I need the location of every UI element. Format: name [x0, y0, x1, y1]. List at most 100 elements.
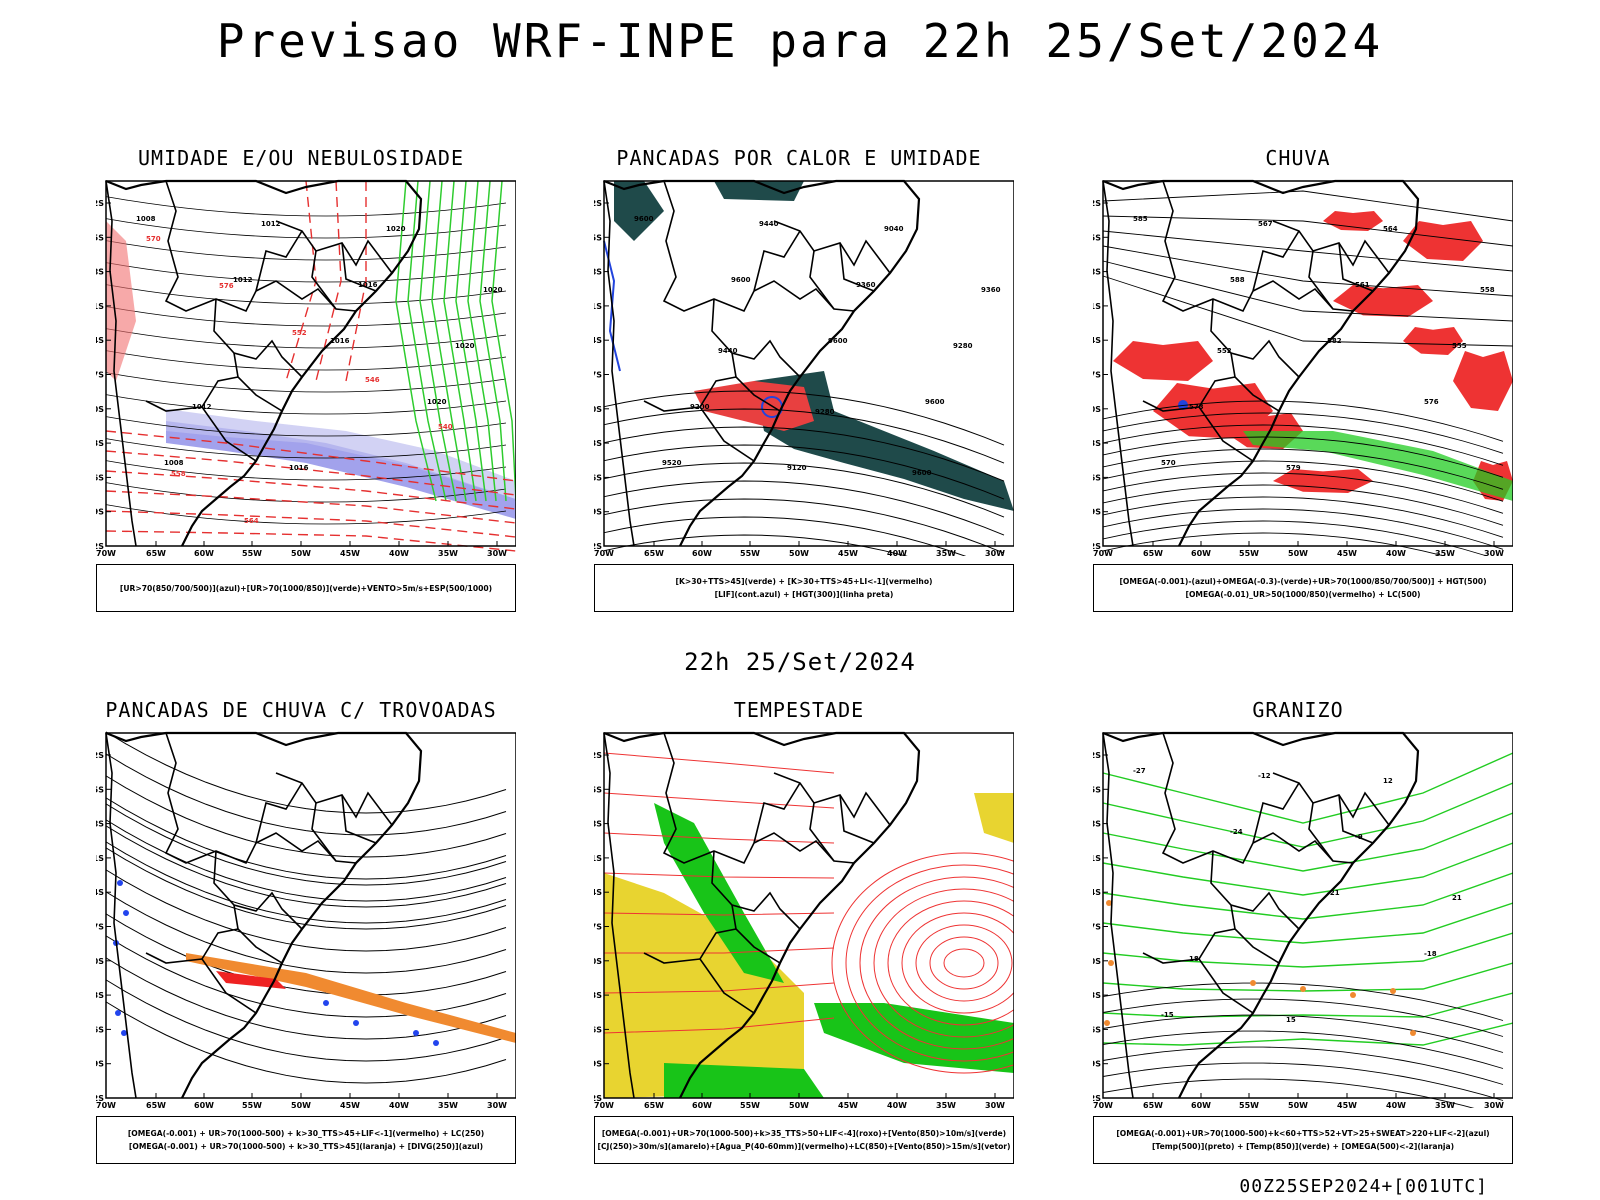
lon-tick-label: 60W: [692, 549, 712, 556]
legend-line: [K>30+TTS>45](verde) + [K>30+TTS>45+LI<-…: [675, 577, 933, 586]
pressure-isobar: [105, 394, 507, 415]
panel-legend: [OMEGA(-0.001)-(azul)+OMEGA(-0.3)-(verde…: [1093, 564, 1513, 612]
political-border: [311, 250, 337, 310]
lon-tick-label: 30W: [985, 549, 1005, 556]
omega-ur-area: [1113, 341, 1213, 381]
lat-tick-label: 42S: [1093, 542, 1101, 551]
lat-tick-label: 15S: [96, 785, 104, 794]
lat-tick-label: 42S: [594, 542, 602, 551]
lc850-streamline: [603, 1017, 835, 1034]
lon-tick-label: 55W: [242, 549, 262, 556]
contour-label: -12: [1258, 772, 1271, 780]
political-border: [711, 850, 801, 930]
contour-label: 9600: [912, 469, 932, 477]
map-frame: [1102, 732, 1513, 1099]
political-border: [753, 230, 801, 292]
hgt300-contour: [603, 498, 1005, 554]
lon-tick-label: 70W: [1093, 1101, 1113, 1108]
political-border: [255, 280, 357, 312]
political-border: [1308, 250, 1334, 310]
lat-tick-label: 12S: [1093, 751, 1101, 760]
panel-title: PANCADAS POR CALOR E UMIDADE: [616, 146, 982, 170]
temp850-contour: [1102, 842, 1513, 896]
political-border: [341, 794, 377, 844]
contour-label: 564: [244, 517, 259, 525]
lon-tick-label: 45W: [340, 549, 360, 556]
jet250-yellow-area: [604, 873, 804, 1098]
contour-label: 567: [1258, 220, 1273, 228]
contour-label: 546: [365, 376, 380, 384]
hgt500-contour: [1102, 275, 1513, 347]
lat-tick-label: 24S: [1093, 336, 1101, 345]
political-border: [753, 832, 855, 864]
contour-label: 9600: [925, 398, 945, 406]
lat-tick-label: 27S: [96, 371, 104, 380]
lon-tick-label: 55W: [740, 1101, 760, 1108]
panel-pancadas-calor: PANCADAS POR CALOR E UMIDADE 9600 9600 960…: [544, 146, 1054, 626]
hgt500-contour: [1102, 472, 1504, 514]
contour-label: 579: [1286, 464, 1301, 472]
hgt500-contour: [1102, 496, 1504, 538]
map-tempestade: 12S 15S 18S 21S 24S 27S 30S 33S 36S 39S 42S70W 65W 6…: [594, 731, 1014, 1108]
streamline-lc250: [105, 825, 507, 908]
lat-tick-label: 12S: [594, 751, 602, 760]
lon-tick-label: 45W: [838, 1101, 858, 1108]
contour-label: 9040: [884, 225, 904, 233]
lon-tick-label: 40W: [389, 1101, 409, 1108]
contour-label: 1020: [483, 286, 503, 294]
k-tts-area: [614, 181, 664, 241]
contour-label: 573: [1189, 403, 1204, 411]
lon-tick-label: 45W: [838, 549, 858, 556]
pressure-isobar: [105, 460, 507, 481]
map-frame: [603, 180, 1014, 547]
lon-tick-label: 50W: [291, 549, 311, 556]
lat-tick-label: 18S: [594, 268, 602, 277]
lat-tick-label: 42S: [1093, 1094, 1101, 1103]
lon-tick-label: 50W: [1288, 549, 1308, 556]
lat-tick-label: 36S: [1093, 473, 1101, 482]
lon-tick-label: 30W: [1484, 549, 1504, 556]
lon-tick-label: 60W: [1191, 1101, 1211, 1108]
omega500-orange-area: [1250, 980, 1256, 986]
hgt300-contour: [603, 462, 1005, 518]
pressure-isobar: [105, 262, 507, 283]
wind850-green-area: [654, 803, 784, 983]
omega500-orange-area: [1390, 988, 1396, 994]
lat-tick-label: 18S: [1093, 268, 1101, 277]
pressure-isobar: [105, 306, 507, 327]
panel-umidade: UMIDADE E/OU NEBULOSIDADE 1008 1012 1016 10…: [46, 146, 556, 626]
contour-label: 18: [1189, 955, 1199, 963]
lat-tick-label: 39S: [96, 1060, 104, 1069]
streamline-lc250: [105, 935, 507, 1018]
political-border: [1338, 794, 1374, 844]
political-border: [1210, 850, 1300, 930]
lat-tick-label: 33S: [594, 991, 602, 1000]
political-border: [145, 952, 203, 964]
valid-time-subtitle: 22h 25/Set/2024: [684, 648, 916, 676]
lon-tick-label: 30W: [985, 1101, 1005, 1108]
lon-tick-label: 65W: [146, 1101, 166, 1108]
coastline: [603, 179, 921, 547]
temp500-contour: [1102, 1014, 1504, 1053]
lat-tick-label: 24S: [594, 336, 602, 345]
lc850-streamline: [603, 982, 835, 994]
political-border: [1252, 832, 1354, 864]
lon-tick-label: 50W: [789, 1101, 809, 1108]
streamline-lc250: [105, 1001, 507, 1084]
panel-tempestade: TEMPESTADE 12S 15S 18S 21S 24S 27S 30S 33S 36S 39…: [544, 698, 1054, 1178]
political-border: [809, 802, 835, 862]
lat-tick-label: 36S: [594, 1025, 602, 1034]
lat-tick-label: 15S: [594, 233, 602, 242]
lon-tick-label: 40W: [389, 549, 409, 556]
lon-tick-label: 35W: [438, 1101, 458, 1108]
hgt500-contour: [1102, 412, 1504, 454]
hgt500-contour: [1102, 424, 1504, 466]
lat-tick-label: 24S: [1093, 888, 1101, 897]
lc850-streamline: [603, 832, 835, 844]
political-border: [839, 242, 875, 292]
contour-label: 570: [146, 235, 161, 243]
lat-tick-label: 21S: [594, 302, 602, 311]
omega500-orange-area: [1106, 900, 1112, 906]
lat-tick-label: 21S: [1093, 302, 1101, 311]
lon-tick-label: 45W: [340, 1101, 360, 1108]
